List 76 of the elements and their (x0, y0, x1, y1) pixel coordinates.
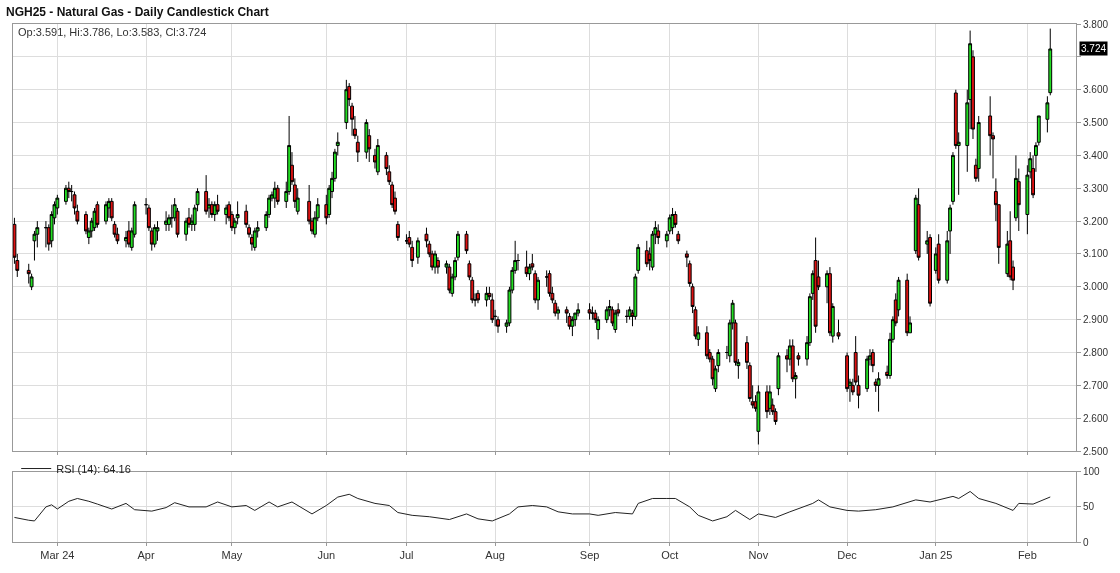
candlestick (95, 200, 100, 229)
x-tick-label: Apr (137, 549, 155, 562)
candlestick (275, 184, 280, 206)
legend-label: RSI (14): 64.16 (56, 462, 131, 475)
candlestick (636, 243, 641, 275)
x-tick-label: Mar 24 (40, 549, 75, 562)
candlestick (375, 138, 380, 176)
y-tick-label: 3.200 (1083, 215, 1109, 227)
candlestick (765, 384, 769, 419)
y-tick-label: 2.800 (1083, 347, 1109, 358)
candlestick (404, 233, 409, 245)
x-tick-label: May (221, 549, 243, 562)
candlestick (464, 230, 469, 255)
candlestick (1045, 95, 1050, 133)
x-tick-label: Aug (485, 549, 505, 562)
candlestick (104, 200, 108, 225)
candlestick (905, 273, 910, 337)
candlestick (570, 315, 575, 337)
candlestick (1048, 28, 1053, 96)
candlestick (224, 204, 229, 225)
candlestick (704, 325, 709, 360)
x-tick-label: Jan 25 (919, 549, 953, 562)
candlestick (152, 223, 157, 248)
candlestick (936, 233, 941, 285)
candlestick (447, 263, 452, 294)
y-tick-label: 3.100 (1083, 248, 1109, 260)
candlestick (476, 289, 480, 304)
candlestick (951, 151, 955, 206)
candlestick (415, 237, 420, 265)
x-tick-label: Jul (399, 549, 414, 562)
y-tick-label: 3.000 (1083, 281, 1109, 293)
x-tick-label: Jun (317, 549, 336, 562)
candlestick (204, 174, 209, 216)
annotation: Op:3.591, Hi:3.786, Lo:3.583, Cl:3.724 (18, 26, 207, 38)
x-tick-label: Dec (837, 549, 858, 562)
x-tick-label: Sep (579, 549, 600, 562)
y-tick-label: 100 (1083, 466, 1101, 478)
candlestick (43, 220, 48, 248)
y-tick-label: 3.300 (1083, 182, 1109, 194)
y-tick-label: 50 (1083, 501, 1095, 513)
candlestick (876, 371, 881, 413)
candlestick (587, 302, 592, 321)
candlestick (916, 187, 921, 262)
x-tick-label: Oct (661, 549, 679, 562)
y-tick-label: 3.500 (1083, 117, 1109, 129)
y-tick-label: 2.700 (1083, 379, 1109, 391)
x-tick-label: Feb (1017, 549, 1037, 562)
candlestick (624, 309, 629, 324)
y-tick-label: 3.400 (1083, 149, 1109, 161)
y-tick-label: 2.500 (1083, 445, 1109, 457)
y-tick-label: 2.600 (1083, 412, 1109, 424)
candlestick (590, 306, 595, 321)
x-tick-label: Nov (748, 549, 769, 562)
chart-title: NGH25 - Natural Gas - Daily Candlestick Chart (6, 5, 269, 19)
candlestick (928, 233, 932, 308)
candlestick (670, 207, 675, 235)
candlestick (976, 115, 981, 183)
y-tick-label: 0 (1083, 536, 1089, 548)
candlestick (109, 197, 114, 222)
candlestick (676, 230, 681, 245)
candlestick (126, 220, 131, 248)
candlestick (344, 79, 349, 130)
text: 3.724 (1081, 43, 1107, 54)
y-tick-label: 3.800 (1083, 18, 1109, 30)
y-tick-label: 2.900 (1083, 314, 1109, 326)
candlestick (813, 237, 818, 334)
line-series (13, 490, 1051, 522)
candlestick (433, 250, 437, 275)
candlestick (64, 184, 68, 206)
candlestick (364, 118, 369, 160)
y-tick-label: 3.600 (1083, 84, 1109, 96)
candlestick (395, 220, 400, 242)
candlestick (756, 384, 761, 445)
candlestick (209, 200, 214, 219)
candlestick (776, 352, 781, 396)
candlestick (767, 384, 772, 416)
